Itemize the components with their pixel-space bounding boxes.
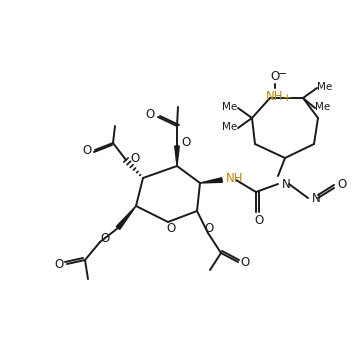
Text: O: O xyxy=(146,107,155,120)
Text: O: O xyxy=(83,145,92,158)
Text: Me: Me xyxy=(315,102,331,112)
Text: O: O xyxy=(181,135,191,148)
Polygon shape xyxy=(175,146,179,166)
Text: O: O xyxy=(130,152,140,164)
Text: O: O xyxy=(100,231,110,245)
Text: O: O xyxy=(270,70,279,83)
Text: Me: Me xyxy=(222,122,237,132)
Text: O: O xyxy=(54,259,64,272)
Text: −: − xyxy=(278,69,288,79)
Text: O: O xyxy=(254,214,264,226)
Text: Me: Me xyxy=(317,82,333,92)
Polygon shape xyxy=(200,178,222,183)
Text: NH: NH xyxy=(226,173,244,186)
Text: Me: Me xyxy=(222,102,237,112)
Text: N: N xyxy=(282,177,291,190)
Polygon shape xyxy=(116,206,136,229)
Text: O: O xyxy=(205,222,214,235)
Text: O: O xyxy=(240,257,250,270)
Text: +: + xyxy=(283,93,291,103)
Text: NH: NH xyxy=(266,90,284,103)
Text: O: O xyxy=(337,178,347,191)
Text: O: O xyxy=(167,222,176,235)
Text: N: N xyxy=(312,193,321,205)
